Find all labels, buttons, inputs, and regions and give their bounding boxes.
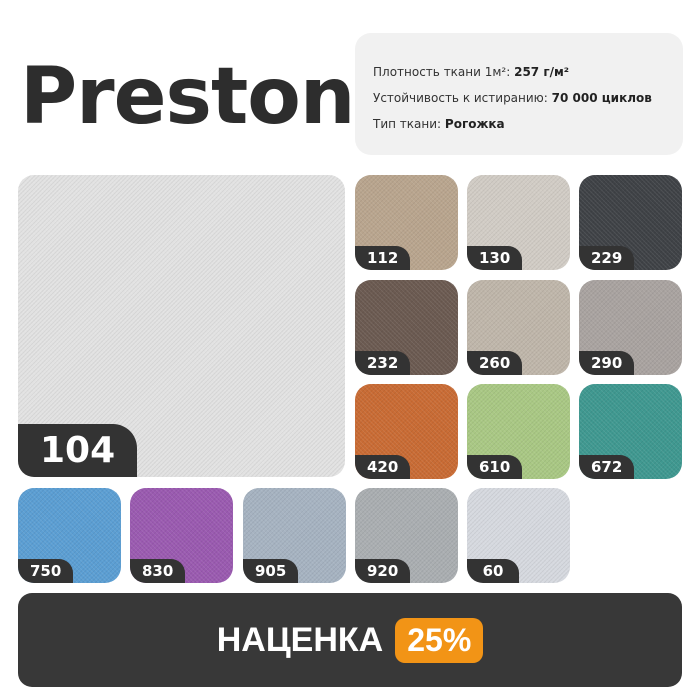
swatch-60[interactable]: 60 — [467, 488, 570, 583]
markup-percent-badge: 25% — [395, 617, 484, 663]
swatch-260[interactable]: 260 — [467, 280, 570, 375]
swatch-229[interactable]: 229 — [579, 175, 682, 270]
swatch-code: 750 — [18, 559, 74, 583]
markup-label: НАЦЕНКА — [216, 620, 384, 659]
swatch-code: 60 — [467, 559, 519, 583]
swatch-232[interactable]: 232 — [355, 280, 458, 375]
swatch-830[interactable]: 830 — [130, 488, 233, 583]
swatch-code: 112 — [355, 246, 411, 270]
swatch-290[interactable]: 290 — [579, 280, 682, 375]
main-swatch[interactable]: 104 — [18, 175, 345, 477]
markup-banner: НАЦЕНКА 25% — [18, 593, 682, 687]
swatch-code: 610 — [467, 455, 523, 479]
swatch-code: 232 — [355, 351, 411, 375]
swatch-750[interactable]: 750 — [18, 488, 121, 583]
swatch-672[interactable]: 672 — [579, 384, 682, 479]
fabric-info-panel: Плотность ткани 1м²: 257 г/м² Устойчивос… — [355, 33, 683, 155]
swatch-code: 260 — [467, 351, 523, 375]
swatch-code: 104 — [18, 424, 138, 477]
swatch-code: 420 — [355, 455, 411, 479]
swatch-code: 905 — [243, 559, 299, 583]
swatch-code: 229 — [579, 246, 635, 270]
product-title: Preston — [20, 52, 355, 142]
swatch-112[interactable]: 112 — [355, 175, 458, 270]
swatch-code: 130 — [467, 246, 523, 270]
swatch-code: 672 — [579, 455, 635, 479]
swatch-code: 290 — [579, 351, 635, 375]
swatch-905[interactable]: 905 — [243, 488, 346, 583]
swatch-920[interactable]: 920 — [355, 488, 458, 583]
type-row: Тип ткани: Рогожка — [373, 117, 505, 131]
swatch-code: 920 — [355, 559, 411, 583]
swatch-610[interactable]: 610 — [467, 384, 570, 479]
swatch-code: 830 — [130, 559, 186, 583]
abrasion-row: Устойчивость к истиранию: 70 000 циклов — [373, 91, 652, 105]
swatch-130[interactable]: 130 — [467, 175, 570, 270]
swatch-420[interactable]: 420 — [355, 384, 458, 479]
density-row: Плотность ткани 1м²: 257 г/м² — [373, 65, 570, 79]
